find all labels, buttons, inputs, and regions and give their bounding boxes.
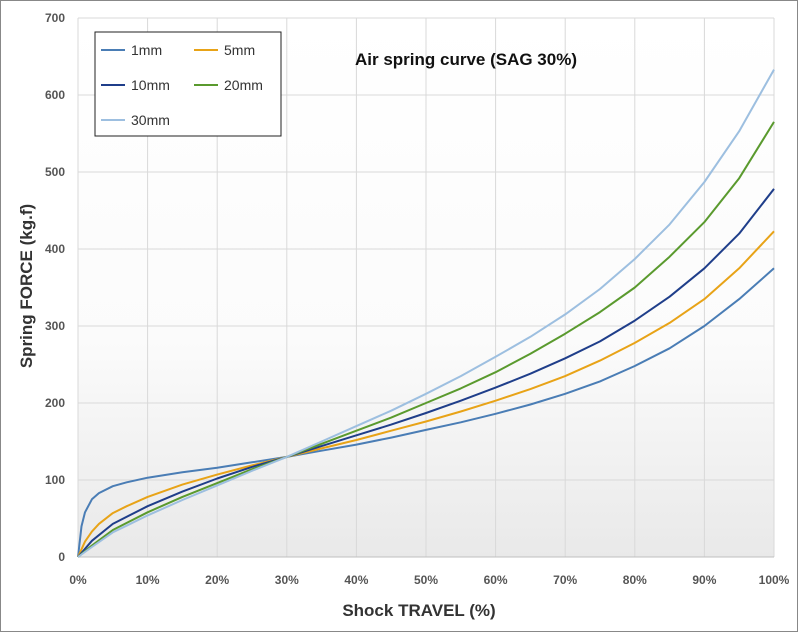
legend: 1mm 5mm 10mm 20mm 30mm — [94, 31, 282, 137]
x-tick-label: 80% — [623, 573, 647, 587]
y-tick-label: 500 — [45, 165, 65, 179]
x-tick-label: 10% — [136, 573, 160, 587]
x-tick-label: 40% — [344, 573, 368, 587]
x-tick-label: 60% — [484, 573, 508, 587]
y-tick-label: 600 — [45, 88, 65, 102]
y-tick-label: 700 — [45, 11, 65, 25]
series-line-5mm — [77, 230, 775, 558]
x-axis-title: Shock TRAVEL (%) — [342, 601, 495, 620]
x-axis-ticks: 0% 10% 20% 30% 40% 50% 60% 70% 80% 90% 100% — [69, 573, 789, 587]
x-tick-label: 20% — [205, 573, 229, 587]
legend-label: 20mm — [224, 77, 263, 93]
x-tick-label: 100% — [759, 573, 790, 587]
y-axis-title: Spring FORCE (kg.f) — [17, 204, 36, 368]
series-line-20mm — [77, 121, 775, 558]
x-tick-label: 30% — [275, 573, 299, 587]
legend-label: 5mm — [224, 42, 255, 58]
legend-box — [94, 31, 282, 137]
y-tick-label: 0 — [58, 550, 65, 564]
series-line-30mm — [77, 69, 775, 558]
series-line-10mm — [77, 188, 775, 558]
legend-label: 30mm — [131, 112, 170, 128]
legend-label: 10mm — [131, 77, 170, 93]
y-tick-label: 200 — [45, 396, 65, 410]
y-tick-label: 400 — [45, 242, 65, 256]
series-line-1mm — [77, 267, 775, 558]
x-tick-label: 0% — [69, 573, 87, 587]
series-lines — [77, 69, 775, 558]
y-tick-label: 300 — [45, 319, 65, 333]
y-tick-label: 100 — [45, 473, 65, 487]
x-tick-label: 70% — [553, 573, 577, 587]
x-tick-label: 90% — [692, 573, 716, 587]
y-axis-ticks: 0 100 200 300 400 500 600 700 — [45, 11, 65, 564]
x-tick-label: 50% — [414, 573, 438, 587]
chart-title: Air spring curve (SAG 30%) — [355, 50, 577, 69]
legend-label: 1mm — [131, 42, 162, 58]
